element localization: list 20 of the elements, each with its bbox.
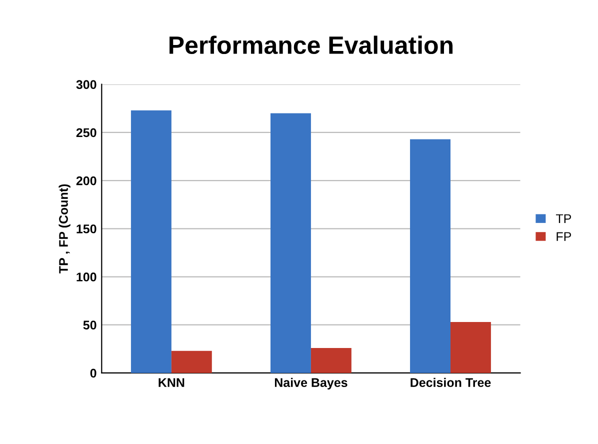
bar: [450, 322, 491, 373]
y-tick-label: 300: [76, 80, 96, 90]
y-tick-label: 100: [76, 272, 96, 282]
y-tick-label: 250: [76, 128, 96, 138]
bar: [130, 110, 172, 373]
x-tick-label: KNN: [158, 378, 184, 387]
y-tick-label: 200: [76, 176, 96, 186]
y-tick-label: 0: [90, 368, 96, 378]
legend-label: TP: [556, 214, 572, 223]
chart-title: Performance Evaluation: [170, 36, 453, 54]
x-tick-label: Decision Tree: [410, 378, 491, 388]
bar: [310, 348, 352, 373]
legend-label: FP: [556, 232, 572, 241]
y-tick-label: 50: [83, 320, 96, 330]
y-axis-title: TP , FP (Count): [58, 184, 70, 274]
bar: [270, 113, 311, 373]
y-tick-label: 150: [76, 224, 96, 234]
bar: [171, 350, 212, 373]
bar: [410, 139, 450, 373]
x-tick-label: Naive Bayes: [274, 378, 348, 390]
